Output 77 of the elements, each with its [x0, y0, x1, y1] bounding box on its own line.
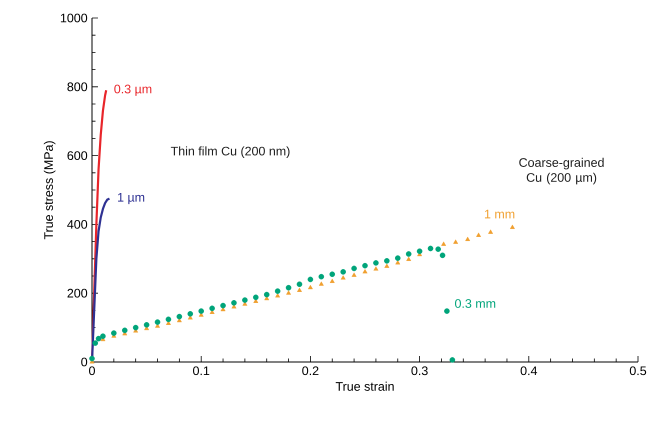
point	[92, 340, 98, 346]
point	[286, 284, 292, 290]
point	[476, 232, 482, 237]
point	[441, 242, 446, 246]
point	[122, 328, 128, 334]
point	[209, 306, 215, 312]
x-tick-label: 0.3	[411, 366, 428, 376]
x-tick-label: 0.2	[302, 366, 318, 376]
point	[132, 324, 138, 330]
point	[330, 278, 335, 283]
point	[274, 288, 280, 294]
point	[144, 322, 150, 328]
point	[435, 246, 441, 252]
series-label: 1 µm	[118, 193, 144, 204]
point	[340, 275, 346, 280]
point	[395, 260, 400, 264]
point	[166, 316, 172, 322]
point	[373, 266, 378, 271]
point	[444, 308, 450, 314]
point	[465, 236, 470, 242]
point	[318, 274, 324, 280]
point	[340, 269, 346, 275]
point	[187, 311, 194, 317]
x-tick-label: 0.4	[520, 366, 538, 376]
point	[384, 258, 390, 264]
point	[488, 230, 494, 234]
point	[352, 272, 357, 277]
y-tick-label: 0	[81, 358, 88, 366]
point	[406, 256, 412, 261]
point	[428, 246, 434, 252]
y-tick-label: 1000	[60, 14, 88, 22]
point	[154, 319, 160, 325]
y-tick-label: 800	[67, 82, 88, 92]
point	[296, 281, 302, 288]
point	[416, 248, 422, 254]
point	[96, 336, 102, 342]
x-tick-label: 0	[89, 366, 95, 376]
point	[406, 251, 412, 257]
point	[318, 281, 324, 286]
point	[253, 294, 259, 300]
point	[286, 290, 292, 295]
point	[450, 357, 456, 363]
point	[329, 271, 336, 278]
point	[510, 224, 515, 229]
series-label: 0.3 µm	[114, 84, 152, 96]
annotation: Thin film Cu (200 nm)	[170, 146, 290, 158]
point	[384, 264, 390, 268]
point	[362, 269, 368, 274]
point	[308, 284, 313, 290]
annotation: Coarse-grained Cu (200 µm)	[519, 158, 604, 184]
point	[220, 302, 226, 308]
point	[242, 297, 248, 303]
point	[198, 308, 204, 314]
y-tick-label: 400	[67, 220, 88, 229]
point	[394, 255, 401, 261]
x-tick-label: 0.1	[193, 366, 210, 376]
y-tick-label: 600	[68, 151, 88, 160]
point	[100, 333, 106, 339]
point	[89, 356, 95, 362]
point	[111, 330, 117, 336]
y-tick-label: 200	[68, 288, 88, 298]
point	[373, 260, 379, 266]
y-axis-title: True stress (MPa)	[44, 141, 56, 240]
point	[453, 239, 458, 244]
point	[275, 293, 280, 298]
series-label: 1 mm	[484, 210, 514, 218]
point	[264, 292, 270, 298]
point	[351, 266, 357, 272]
point	[297, 288, 302, 292]
series-label: 0.3 mm	[455, 299, 496, 308]
x-tick-label: 0.5	[630, 366, 646, 376]
point	[231, 300, 237, 306]
point	[362, 262, 368, 268]
point	[440, 252, 446, 258]
point	[308, 276, 314, 282]
point	[176, 314, 182, 320]
x-axis-title: True strain	[336, 382, 394, 391]
